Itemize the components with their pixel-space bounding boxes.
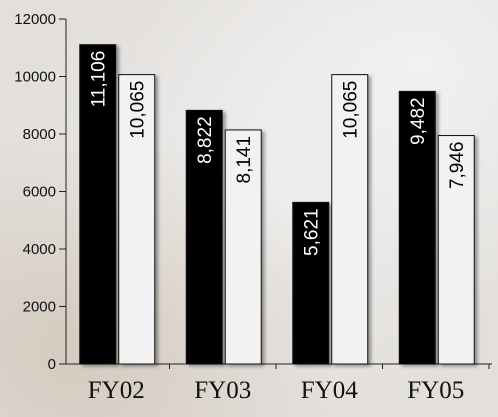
- data-label: 8,141: [234, 136, 255, 184]
- y-tick-label: 8000: [23, 126, 56, 143]
- y-tick-label: 0: [48, 356, 56, 373]
- bar: [118, 74, 156, 365]
- data-label: 5,621: [302, 208, 323, 256]
- y-tick-label: 12000: [14, 11, 56, 28]
- axes: 0 2000 4000 6000 8000 10000 12000 FY02 FY03 FY04 F…: [14, 11, 492, 404]
- data-label: 10,065: [341, 81, 362, 139]
- data-label: 7,946: [447, 142, 468, 190]
- data-label: 10,065: [128, 81, 149, 139]
- data-label: 9,482: [408, 97, 429, 145]
- x-tick-label: FY03: [194, 377, 251, 404]
- data-label: 11,106: [89, 51, 110, 108]
- bar: [224, 129, 262, 365]
- x-tick-label: FY04: [301, 377, 358, 404]
- bar: [292, 201, 330, 365]
- x-tick-label: FY02: [88, 377, 145, 404]
- data-labels: 11,106 10,065 8,822 8,141 5,621 10,065 9,482 7,…: [89, 51, 469, 256]
- data-label: 8,822: [195, 116, 216, 164]
- bar: [398, 90, 436, 365]
- bar: [331, 74, 369, 365]
- y-tick-label: 10000: [14, 69, 56, 86]
- y-tick-label: 2000: [23, 299, 56, 316]
- bars: [79, 44, 475, 365]
- bar: [185, 109, 223, 365]
- y-tick-label: 6000: [23, 184, 56, 201]
- bar: [437, 135, 475, 365]
- y-tick-label: 4000: [23, 241, 56, 258]
- x-tick-label: FY05: [407, 377, 464, 404]
- bar: [79, 44, 117, 365]
